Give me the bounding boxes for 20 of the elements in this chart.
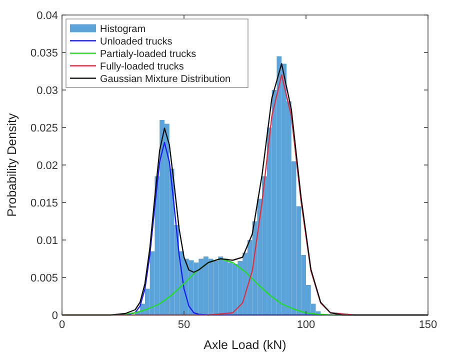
y-tick-label: 0.03 <box>36 84 58 97</box>
x-axis-title: Axle Load (kN) <box>204 338 286 352</box>
y-tick-label: 0.005 <box>30 272 58 284</box>
legend-label: Fully-loaded trucks <box>100 61 184 72</box>
y-tick-label: 0.04 <box>36 10 58 22</box>
y-tick-label: 0.025 <box>30 122 58 134</box>
y-tick-label: 0.015 <box>30 197 58 210</box>
y-tick-label: 0 <box>52 310 58 322</box>
legend-label: Histogram <box>100 24 146 35</box>
y-tick-label: 0.035 <box>30 47 58 60</box>
legend-label: Gaussian Mixture Distribution <box>100 74 231 85</box>
x-tick-label: 150 <box>418 319 438 331</box>
x-tick-label: 50 <box>178 319 190 331</box>
legend-label: Partialy-loaded trucks <box>100 48 196 60</box>
y-axis-title: Probability Density <box>5 112 19 217</box>
x-tick-label: 0 <box>58 319 66 331</box>
legend-label: Unloaded trucks <box>100 36 172 48</box>
x-tick-label: 100 <box>296 319 316 331</box>
y-tick-label: 0.02 <box>36 160 58 172</box>
y-tick-label: 0.01 <box>36 234 58 247</box>
